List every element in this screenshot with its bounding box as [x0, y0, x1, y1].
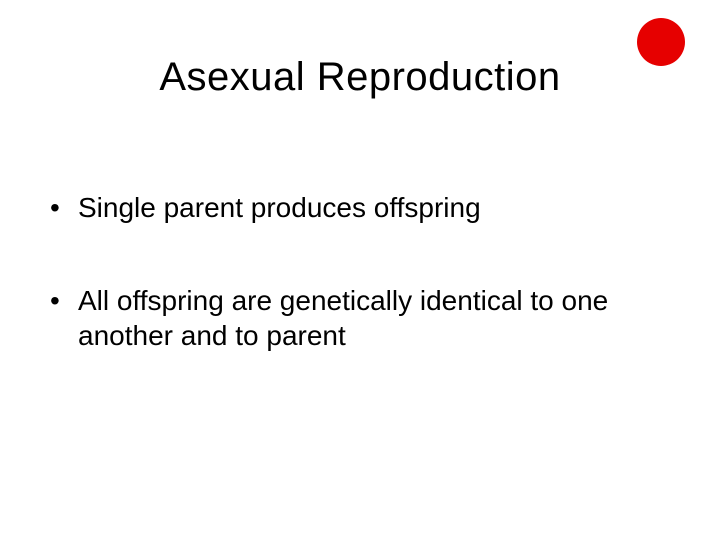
slide-container: Asexual Reproduction Single parent produ…: [0, 0, 720, 540]
bullet-list: Single parent produces offspring All off…: [50, 190, 670, 411]
slide-title: Asexual Reproduction: [0, 55, 720, 100]
bullet-item: Single parent produces offspring: [50, 190, 670, 225]
bullet-item: All offspring are genetically identical …: [50, 283, 670, 353]
